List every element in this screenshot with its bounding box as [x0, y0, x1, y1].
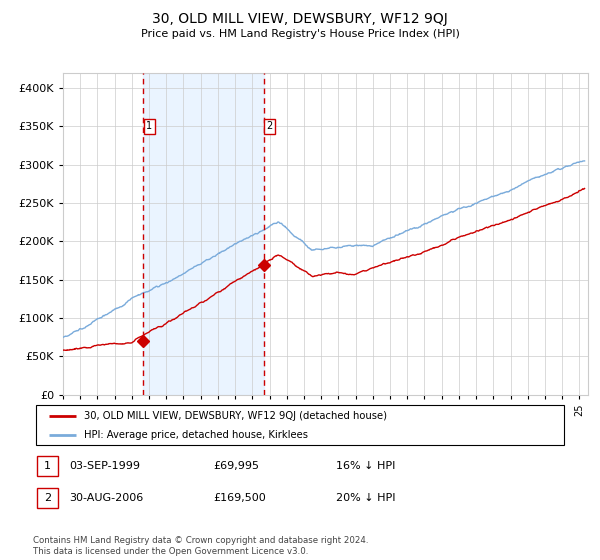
Text: 03-SEP-1999: 03-SEP-1999	[69, 461, 140, 471]
Text: 2: 2	[44, 493, 51, 503]
Bar	[143, 73, 264, 395]
Text: £169,500: £169,500	[213, 493, 266, 503]
Text: 30, OLD MILL VIEW, DEWSBURY, WF12 9QJ (detached house): 30, OLD MILL VIEW, DEWSBURY, WF12 9QJ (d…	[83, 411, 386, 421]
FancyBboxPatch shape	[37, 456, 58, 476]
Text: HPI: Average price, detached house, Kirklees: HPI: Average price, detached house, Kirk…	[83, 430, 308, 440]
Text: £69,995: £69,995	[213, 461, 259, 471]
Text: 2: 2	[266, 122, 273, 132]
Text: Price paid vs. HM Land Registry's House Price Index (HPI): Price paid vs. HM Land Registry's House …	[140, 29, 460, 39]
FancyBboxPatch shape	[37, 488, 58, 508]
Text: 1: 1	[44, 461, 51, 471]
Text: 16% ↓ HPI: 16% ↓ HPI	[336, 461, 395, 471]
Text: 20% ↓ HPI: 20% ↓ HPI	[336, 493, 395, 503]
Text: 1: 1	[146, 122, 152, 132]
FancyBboxPatch shape	[36, 405, 564, 445]
Text: 30-AUG-2006: 30-AUG-2006	[69, 493, 143, 503]
Text: Contains HM Land Registry data © Crown copyright and database right 2024.
This d: Contains HM Land Registry data © Crown c…	[33, 536, 368, 556]
Text: 30, OLD MILL VIEW, DEWSBURY, WF12 9QJ: 30, OLD MILL VIEW, DEWSBURY, WF12 9QJ	[152, 12, 448, 26]
